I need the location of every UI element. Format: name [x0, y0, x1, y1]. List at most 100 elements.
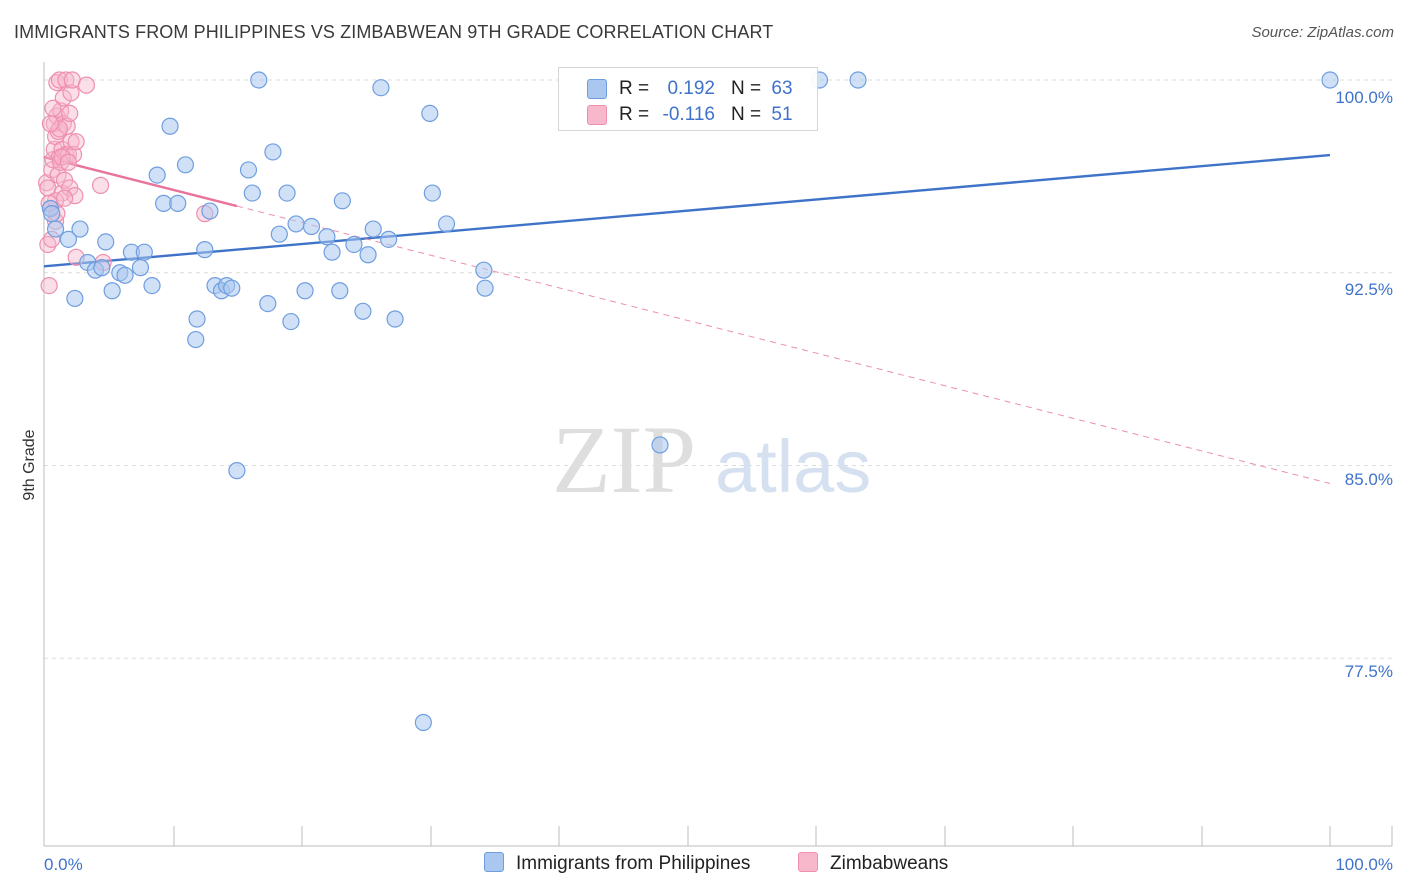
swatch-zimbabweans [587, 105, 607, 125]
point-philippines-14 [131, 259, 150, 277]
point-philippines-61 [849, 71, 867, 89]
point-philippines-35 [264, 143, 282, 161]
point-philippines-51 [386, 310, 404, 328]
point-zimbabweans-3 [40, 277, 58, 295]
y-tick-label-2: 85.0% [1345, 470, 1393, 489]
point-philippines-56 [437, 215, 456, 233]
point-philippines-15 [135, 243, 153, 261]
legend-item-philippines[interactable]: Immigrants from Philippines [484, 852, 750, 875]
point-philippines-4 [66, 289, 84, 308]
point-philippines-49 [364, 220, 382, 238]
point-zimbabweans-50 [41, 115, 60, 133]
n-label: N = [731, 78, 762, 99]
legend-label-philippines: Immigrants from Philippines [516, 853, 751, 874]
r-label: R = [619, 78, 650, 99]
point-philippines-2 [46, 220, 65, 238]
point-philippines-43 [323, 243, 341, 261]
point-zimbabweans-26 [57, 71, 75, 89]
point-philippines-40 [296, 282, 314, 300]
point-zimbabweans-37 [67, 133, 85, 151]
axes [43, 62, 1393, 847]
n-label: N = [731, 104, 762, 125]
x-tick-label-0: 0.0% [44, 855, 83, 874]
r-value: -0.116 [662, 104, 715, 125]
point-philippines-25 [201, 202, 219, 220]
point-zimbabweans-38 [77, 76, 96, 94]
point-philippines-38 [282, 312, 300, 331]
point-philippines-53 [414, 713, 432, 732]
y-tick-label-0: 100.0% [1335, 88, 1393, 107]
point-philippines-58 [476, 279, 494, 297]
legend-swatch-philippines [484, 852, 504, 872]
point-philippines-45 [333, 192, 351, 210]
x-tick-label-1: 100.0% [1335, 855, 1393, 874]
point-philippines-16 [143, 277, 161, 295]
point-philippines-17 [148, 166, 166, 184]
y-tick-label-3: 77.5% [1345, 662, 1393, 681]
point-philippines-59 [651, 436, 669, 454]
point-philippines-3 [59, 230, 78, 248]
point-philippines-19 [161, 117, 179, 135]
legend-swatch-zimbabweans [798, 852, 818, 872]
point-philippines-31 [239, 161, 258, 179]
point-zimbabweans-44 [50, 120, 69, 138]
legend-label-zimbabweans: Zimbabweans [830, 853, 949, 874]
point-philippines-8 [93, 259, 111, 277]
trend-line-philippines [43, 153, 1331, 268]
point-philippines-48 [359, 246, 377, 264]
bottom-legend: Immigrants from Philippines Zimbabweans [0, 848, 1406, 880]
y-axis-title: 9th Grade [21, 429, 38, 500]
watermark-atlas: atlas [715, 425, 871, 508]
point-zimbabweans-30 [61, 104, 79, 123]
n-value: 51 [771, 104, 793, 125]
point-philippines-9 [97, 233, 115, 251]
point-philippines-21 [176, 156, 195, 174]
point-philippines-23 [188, 310, 206, 328]
point-philippines-20 [169, 194, 187, 212]
point-philippines-10 [103, 282, 121, 300]
n-value: 63 [771, 78, 793, 99]
legend-item-zimbabweans[interactable]: Zimbabweans [798, 852, 948, 875]
point-philippines-29 [223, 279, 241, 297]
stats-row-zimbabweans: R = -0.116 N = 51 [559, 102, 817, 128]
point-philippines-22 [187, 330, 205, 349]
watermark: ZIP atlas [552, 406, 871, 513]
point-philippines-39 [287, 215, 305, 233]
point-zimbabweans-32 [62, 84, 80, 102]
point-philippines-44 [331, 282, 349, 300]
chart-title: IMMIGRANTS FROM PHILIPPINES VS ZIMBABWEA… [14, 22, 774, 42]
y-tick-label-1: 92.5% [1345, 280, 1393, 299]
point-philippines-30 [228, 462, 246, 480]
point-zimbabweans-48 [59, 153, 78, 171]
point-philippines-47 [354, 302, 372, 320]
point-philippines-1 [43, 205, 61, 223]
point-zimbabweans-49 [55, 189, 74, 207]
trend-line-zimbabweans-dashed [236, 205, 1331, 484]
r-label: R = [619, 104, 650, 125]
point-philippines-24 [196, 241, 214, 259]
data-points [37, 71, 1339, 732]
point-philippines-57 [475, 261, 493, 279]
point-philippines-41 [302, 217, 321, 236]
point-zimbabweans-31 [62, 133, 80, 151]
r-value: 0.192 [667, 78, 715, 99]
point-philippines-33 [250, 71, 268, 89]
point-philippines-50 [380, 230, 398, 248]
point-philippines-42 [318, 228, 336, 246]
stats-legend: R = 0.192 N = 63 R = -0.116 N = 51 [558, 67, 818, 131]
point-philippines-32 [243, 184, 261, 202]
watermark-zip: ZIP [552, 406, 696, 513]
point-philippines-5 [71, 220, 89, 238]
point-zimbabweans-47 [44, 99, 62, 117]
point-philippines-12 [116, 266, 134, 284]
tick-labels: 100.0% 92.5% 85.0% 77.5% 0.0% 100.0% [44, 88, 1393, 874]
point-philippines-34 [259, 294, 277, 313]
point-philippines-37 [278, 184, 296, 202]
swatch-philippines [587, 79, 607, 99]
point-philippines-54 [421, 104, 439, 123]
point-philippines-52 [372, 79, 390, 97]
point-philippines-55 [423, 184, 441, 202]
point-philippines-36 [270, 225, 288, 243]
point-philippines-62 [1321, 71, 1339, 89]
